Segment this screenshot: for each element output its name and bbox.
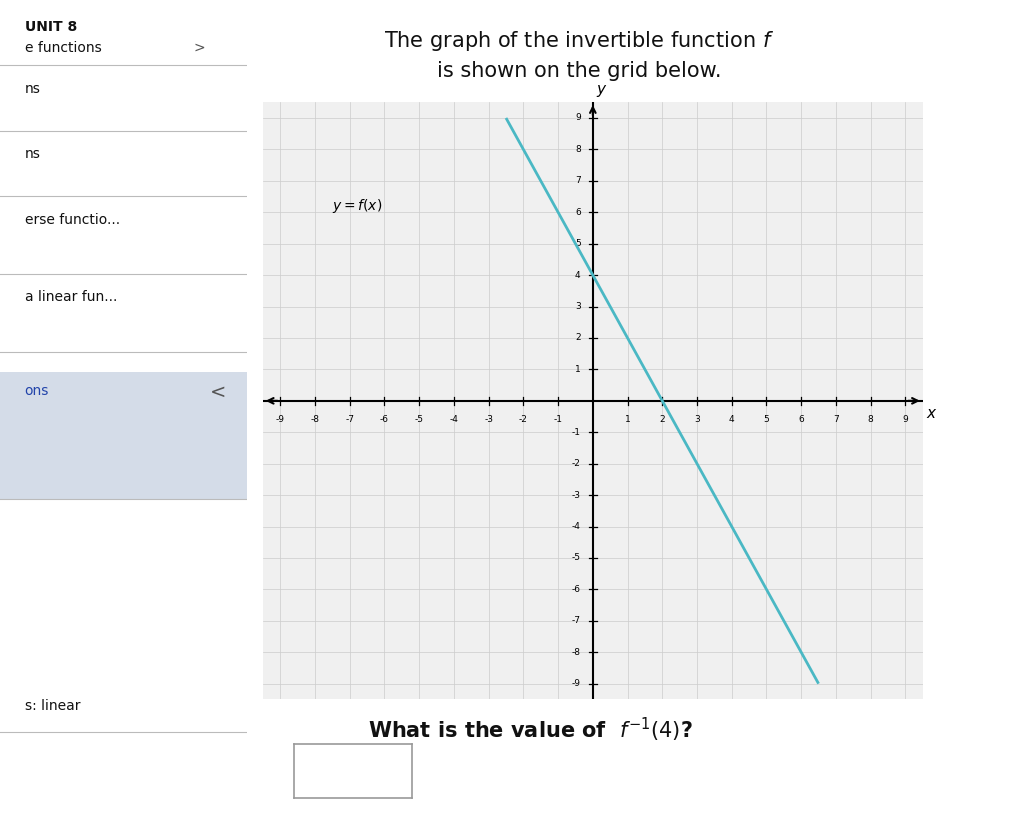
Text: erse functio...: erse functio... bbox=[25, 213, 120, 227]
Text: 1: 1 bbox=[625, 415, 630, 424]
Text: 6: 6 bbox=[798, 415, 804, 424]
Text: $y$: $y$ bbox=[596, 83, 607, 99]
Text: 2: 2 bbox=[660, 415, 665, 424]
Text: is shown on the grid below.: is shown on the grid below. bbox=[437, 61, 721, 81]
Text: -7: -7 bbox=[571, 616, 580, 625]
Text: 8: 8 bbox=[575, 145, 580, 154]
Text: s: linear: s: linear bbox=[25, 699, 80, 713]
Text: The graph of the invertible function $f$: The graph of the invertible function $f$ bbox=[384, 29, 774, 52]
FancyBboxPatch shape bbox=[0, 372, 247, 499]
Text: -6: -6 bbox=[571, 585, 580, 594]
Text: 7: 7 bbox=[833, 415, 839, 424]
Text: ns: ns bbox=[25, 147, 40, 161]
Text: $x$: $x$ bbox=[926, 406, 938, 421]
Text: -2: -2 bbox=[519, 415, 528, 424]
Text: 1: 1 bbox=[575, 365, 580, 374]
Text: -8: -8 bbox=[571, 648, 580, 657]
Text: <: < bbox=[209, 383, 226, 402]
Text: 9: 9 bbox=[575, 114, 580, 123]
Text: -5: -5 bbox=[571, 554, 580, 563]
Text: What is the value of  $f^{-1}(4)$?: What is the value of $f^{-1}(4)$? bbox=[368, 716, 693, 744]
Text: -3: -3 bbox=[485, 415, 493, 424]
Text: 5: 5 bbox=[575, 239, 580, 248]
Text: 9: 9 bbox=[902, 415, 908, 424]
Text: 3: 3 bbox=[575, 302, 580, 311]
Text: -6: -6 bbox=[380, 415, 389, 424]
Text: UNIT 8: UNIT 8 bbox=[25, 20, 77, 34]
Text: $y = f(x)$: $y = f(x)$ bbox=[332, 197, 383, 215]
Text: ns: ns bbox=[25, 82, 40, 96]
Text: ons: ons bbox=[25, 384, 49, 398]
Text: 7: 7 bbox=[575, 177, 580, 186]
Text: -9: -9 bbox=[571, 679, 580, 688]
Text: 3: 3 bbox=[694, 415, 700, 424]
Text: >: > bbox=[193, 41, 204, 55]
Text: 4: 4 bbox=[729, 415, 734, 424]
Text: -1: -1 bbox=[571, 428, 580, 437]
Text: 2: 2 bbox=[575, 334, 580, 343]
Text: a linear fun...: a linear fun... bbox=[25, 290, 118, 304]
Text: -5: -5 bbox=[414, 415, 424, 424]
Text: -2: -2 bbox=[572, 459, 580, 468]
Text: 8: 8 bbox=[868, 415, 873, 424]
Text: -3: -3 bbox=[571, 491, 580, 500]
Text: 6: 6 bbox=[575, 208, 580, 217]
Text: -9: -9 bbox=[275, 415, 285, 424]
Text: -8: -8 bbox=[310, 415, 320, 424]
Text: 5: 5 bbox=[764, 415, 769, 424]
Text: -7: -7 bbox=[345, 415, 355, 424]
Text: e functions: e functions bbox=[25, 41, 101, 55]
Text: -4: -4 bbox=[450, 415, 459, 424]
Text: 4: 4 bbox=[575, 271, 580, 280]
Text: -1: -1 bbox=[554, 415, 563, 424]
Text: -4: -4 bbox=[572, 522, 580, 531]
